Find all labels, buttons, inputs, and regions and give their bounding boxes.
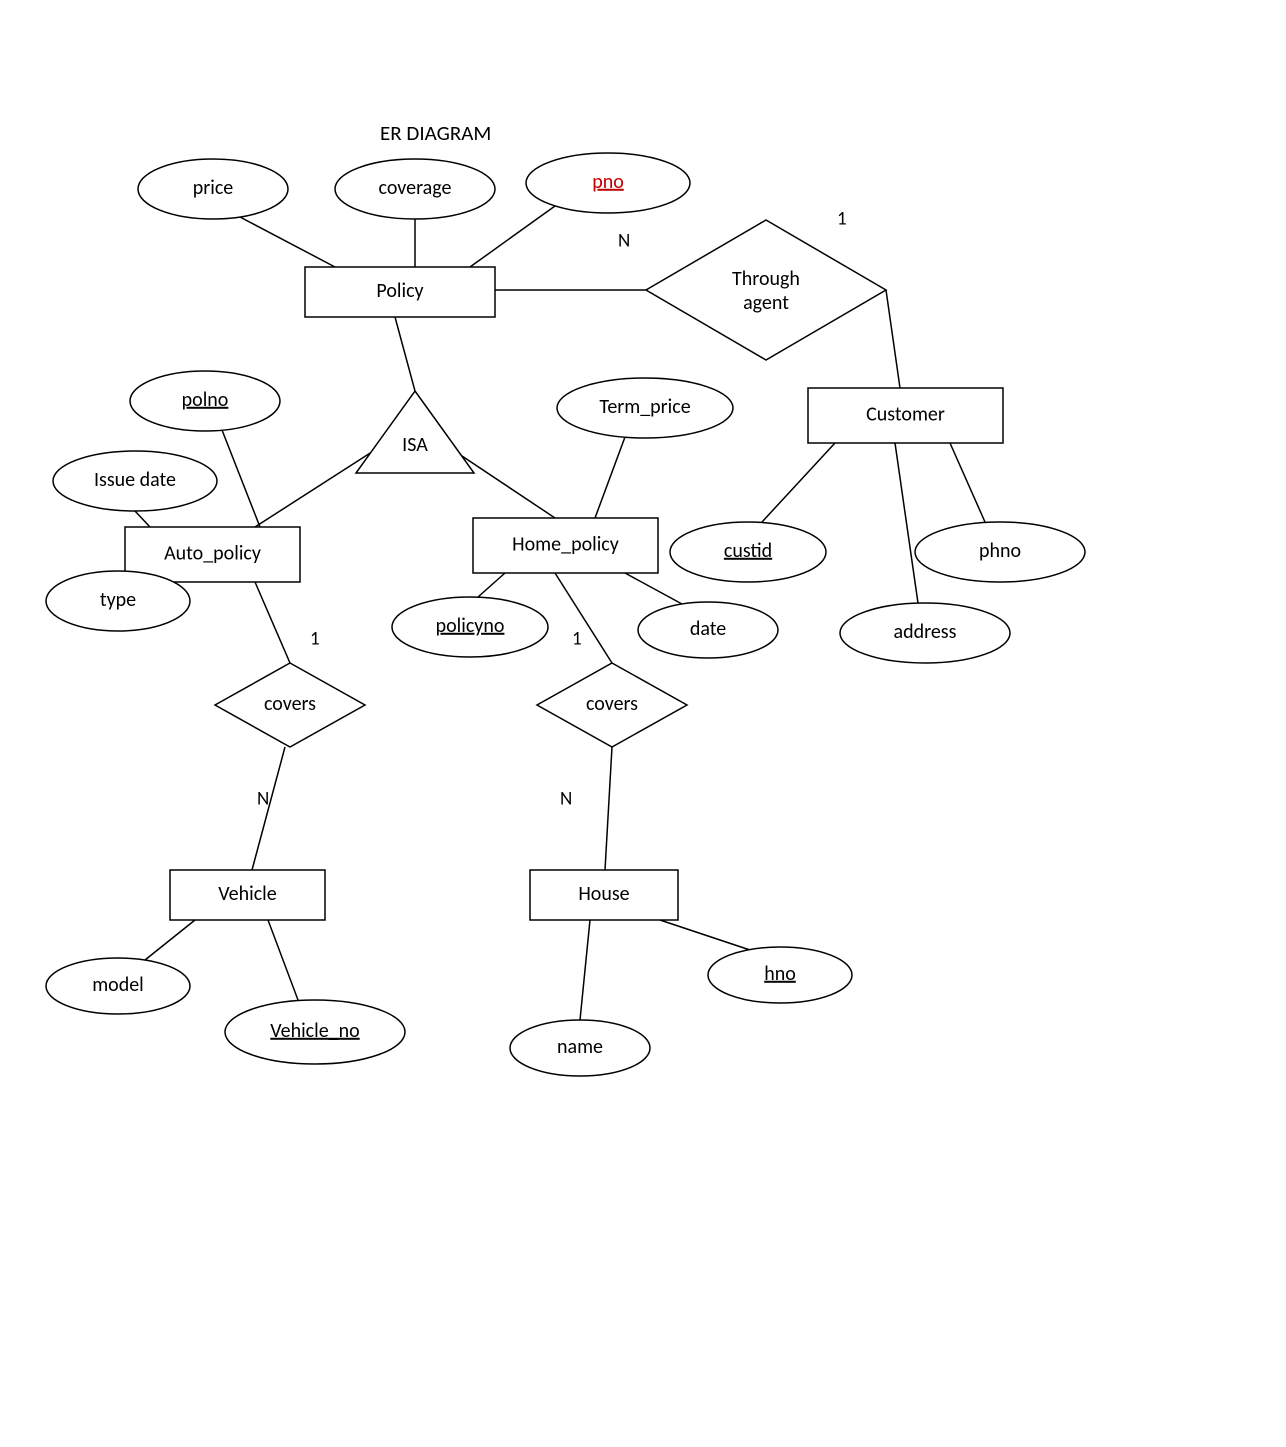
edge-address-customer — [895, 443, 918, 603]
edge-price-policy — [240, 217, 335, 267]
edge-term_price-home_policy — [595, 437, 625, 518]
entity-label-auto_policy: Auto_policy — [164, 541, 261, 565]
edge-pno-policy — [470, 206, 555, 267]
cardinality-n1: N — [618, 230, 630, 253]
attribute-label-name: name — [557, 1035, 603, 1059]
edge-model-vehicle — [145, 920, 195, 960]
attribute-label-coverage: coverage — [379, 176, 452, 200]
relationship-label-through_agent-2: agent — [743, 291, 789, 315]
relationship-label-covers2: covers — [586, 692, 638, 716]
entity-label-house: House — [578, 882, 629, 906]
attribute-label-vehicle_no: Vehicle_no — [270, 1019, 359, 1043]
attribute-label-price: price — [193, 176, 234, 200]
entity-label-policy: Policy — [376, 279, 423, 303]
attribute-label-custid: custid — [724, 539, 772, 563]
er-diagram: ER DIAGRAM Policy Customer Auto_policy Home_… — [0, 0, 1286, 1447]
edge-hno-house — [660, 920, 750, 950]
relationship-label-covers1: covers — [264, 692, 316, 716]
cardinality-n3: N — [560, 788, 572, 811]
attribute-label-pno: pno — [592, 170, 624, 194]
attribute-label-issue_date: Issue date — [94, 468, 176, 492]
cardinality-one2: 1 — [310, 628, 320, 651]
edge-policy-isa — [395, 317, 415, 391]
edge-date-home_policy — [625, 573, 682, 604]
entity-label-home_policy: Home_policy — [512, 532, 619, 556]
cardinality-one1: 1 — [837, 208, 847, 231]
relationship-label-through_agent-1: Through — [732, 267, 800, 291]
attribute-label-polno: polno — [182, 388, 229, 412]
edge-isa-home_policy — [450, 448, 555, 518]
edge-phno-customer — [950, 443, 985, 522]
edge-polno-auto_policy — [222, 430, 260, 527]
cardinality-one3: 1 — [572, 628, 582, 651]
attribute-label-model: model — [92, 973, 144, 997]
entity-label-customer: Customer — [866, 402, 945, 426]
edge-covers2-house — [605, 747, 612, 870]
edge-custid-customer — [762, 443, 835, 522]
edge-name-house — [580, 920, 590, 1020]
isa-label: ISA — [402, 433, 428, 457]
edge-home_policy-covers2 — [555, 573, 612, 663]
diagram-title: ER DIAGRAM — [380, 120, 491, 146]
entity-label-vehicle: Vehicle — [218, 882, 276, 906]
attribute-label-phno: phno — [979, 539, 1021, 563]
attribute-label-type: type — [100, 588, 136, 612]
attribute-label-date: date — [690, 617, 726, 641]
edge-auto_policy-covers1 — [255, 582, 290, 663]
attribute-label-address: address — [894, 620, 957, 644]
edge-issue_date-auto_policy — [135, 511, 150, 527]
edge-policyno-home_policy — [478, 573, 505, 597]
edge-vehicle_no-vehicle — [268, 920, 298, 1000]
attribute-label-policyno: policyno — [436, 614, 505, 638]
edge-through_agent-customer — [886, 290, 900, 388]
cardinality-n2: N — [257, 788, 269, 811]
attribute-label-term_price: Term_price — [599, 395, 690, 419]
edge-isa-auto_policy — [255, 448, 378, 527]
attribute-label-hno: hno — [764, 962, 796, 986]
